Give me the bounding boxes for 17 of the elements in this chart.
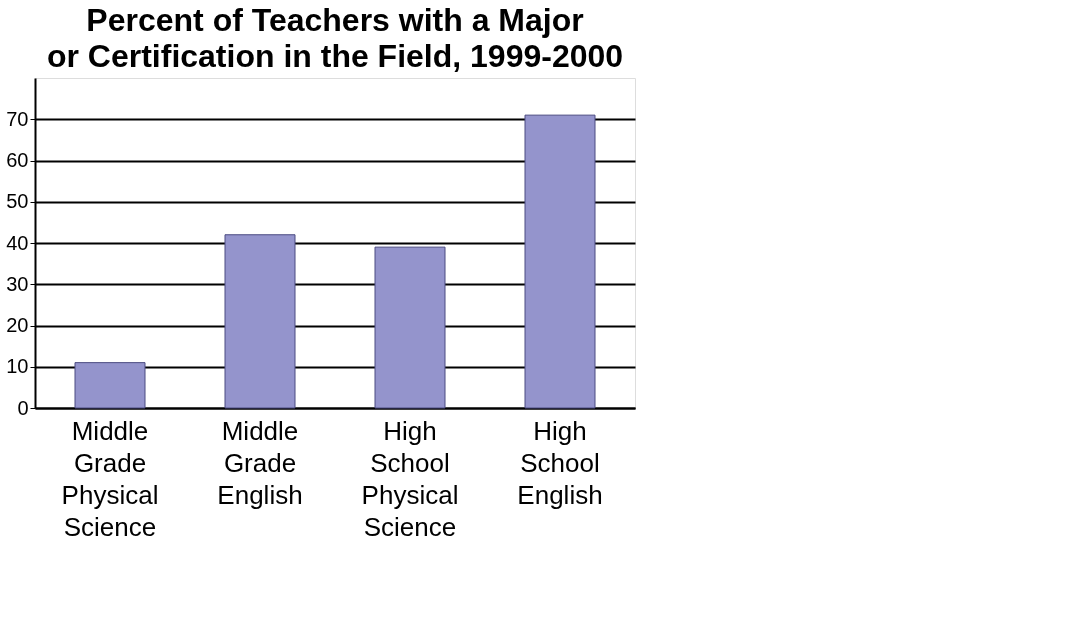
y-tick-label: 0 [17, 396, 29, 419]
x-tick-label: Middle Grade English [217, 415, 303, 510]
bar [374, 246, 446, 409]
x-tick-label: High School English [517, 415, 603, 510]
y-tick-label: 40 [6, 231, 29, 254]
bar [74, 362, 146, 409]
y-tick-label: 20 [6, 314, 29, 336]
y-tick-label: 50 [6, 190, 29, 213]
y-tick-label: 70 [6, 107, 29, 130]
x-tick-label: High School Physical Science [361, 415, 459, 542]
y-tick-label: 60 [6, 149, 29, 171]
bar [224, 234, 296, 409]
bar [524, 114, 596, 409]
chart-title: Percent of Teachers with a Major or Certification in the Field, 1999-2000 [46, 2, 624, 74]
y-tick-label: 10 [6, 355, 29, 378]
x-tick-label: Middle Grade Physical Science [61, 415, 159, 542]
y-tick-label: 30 [6, 272, 29, 295]
